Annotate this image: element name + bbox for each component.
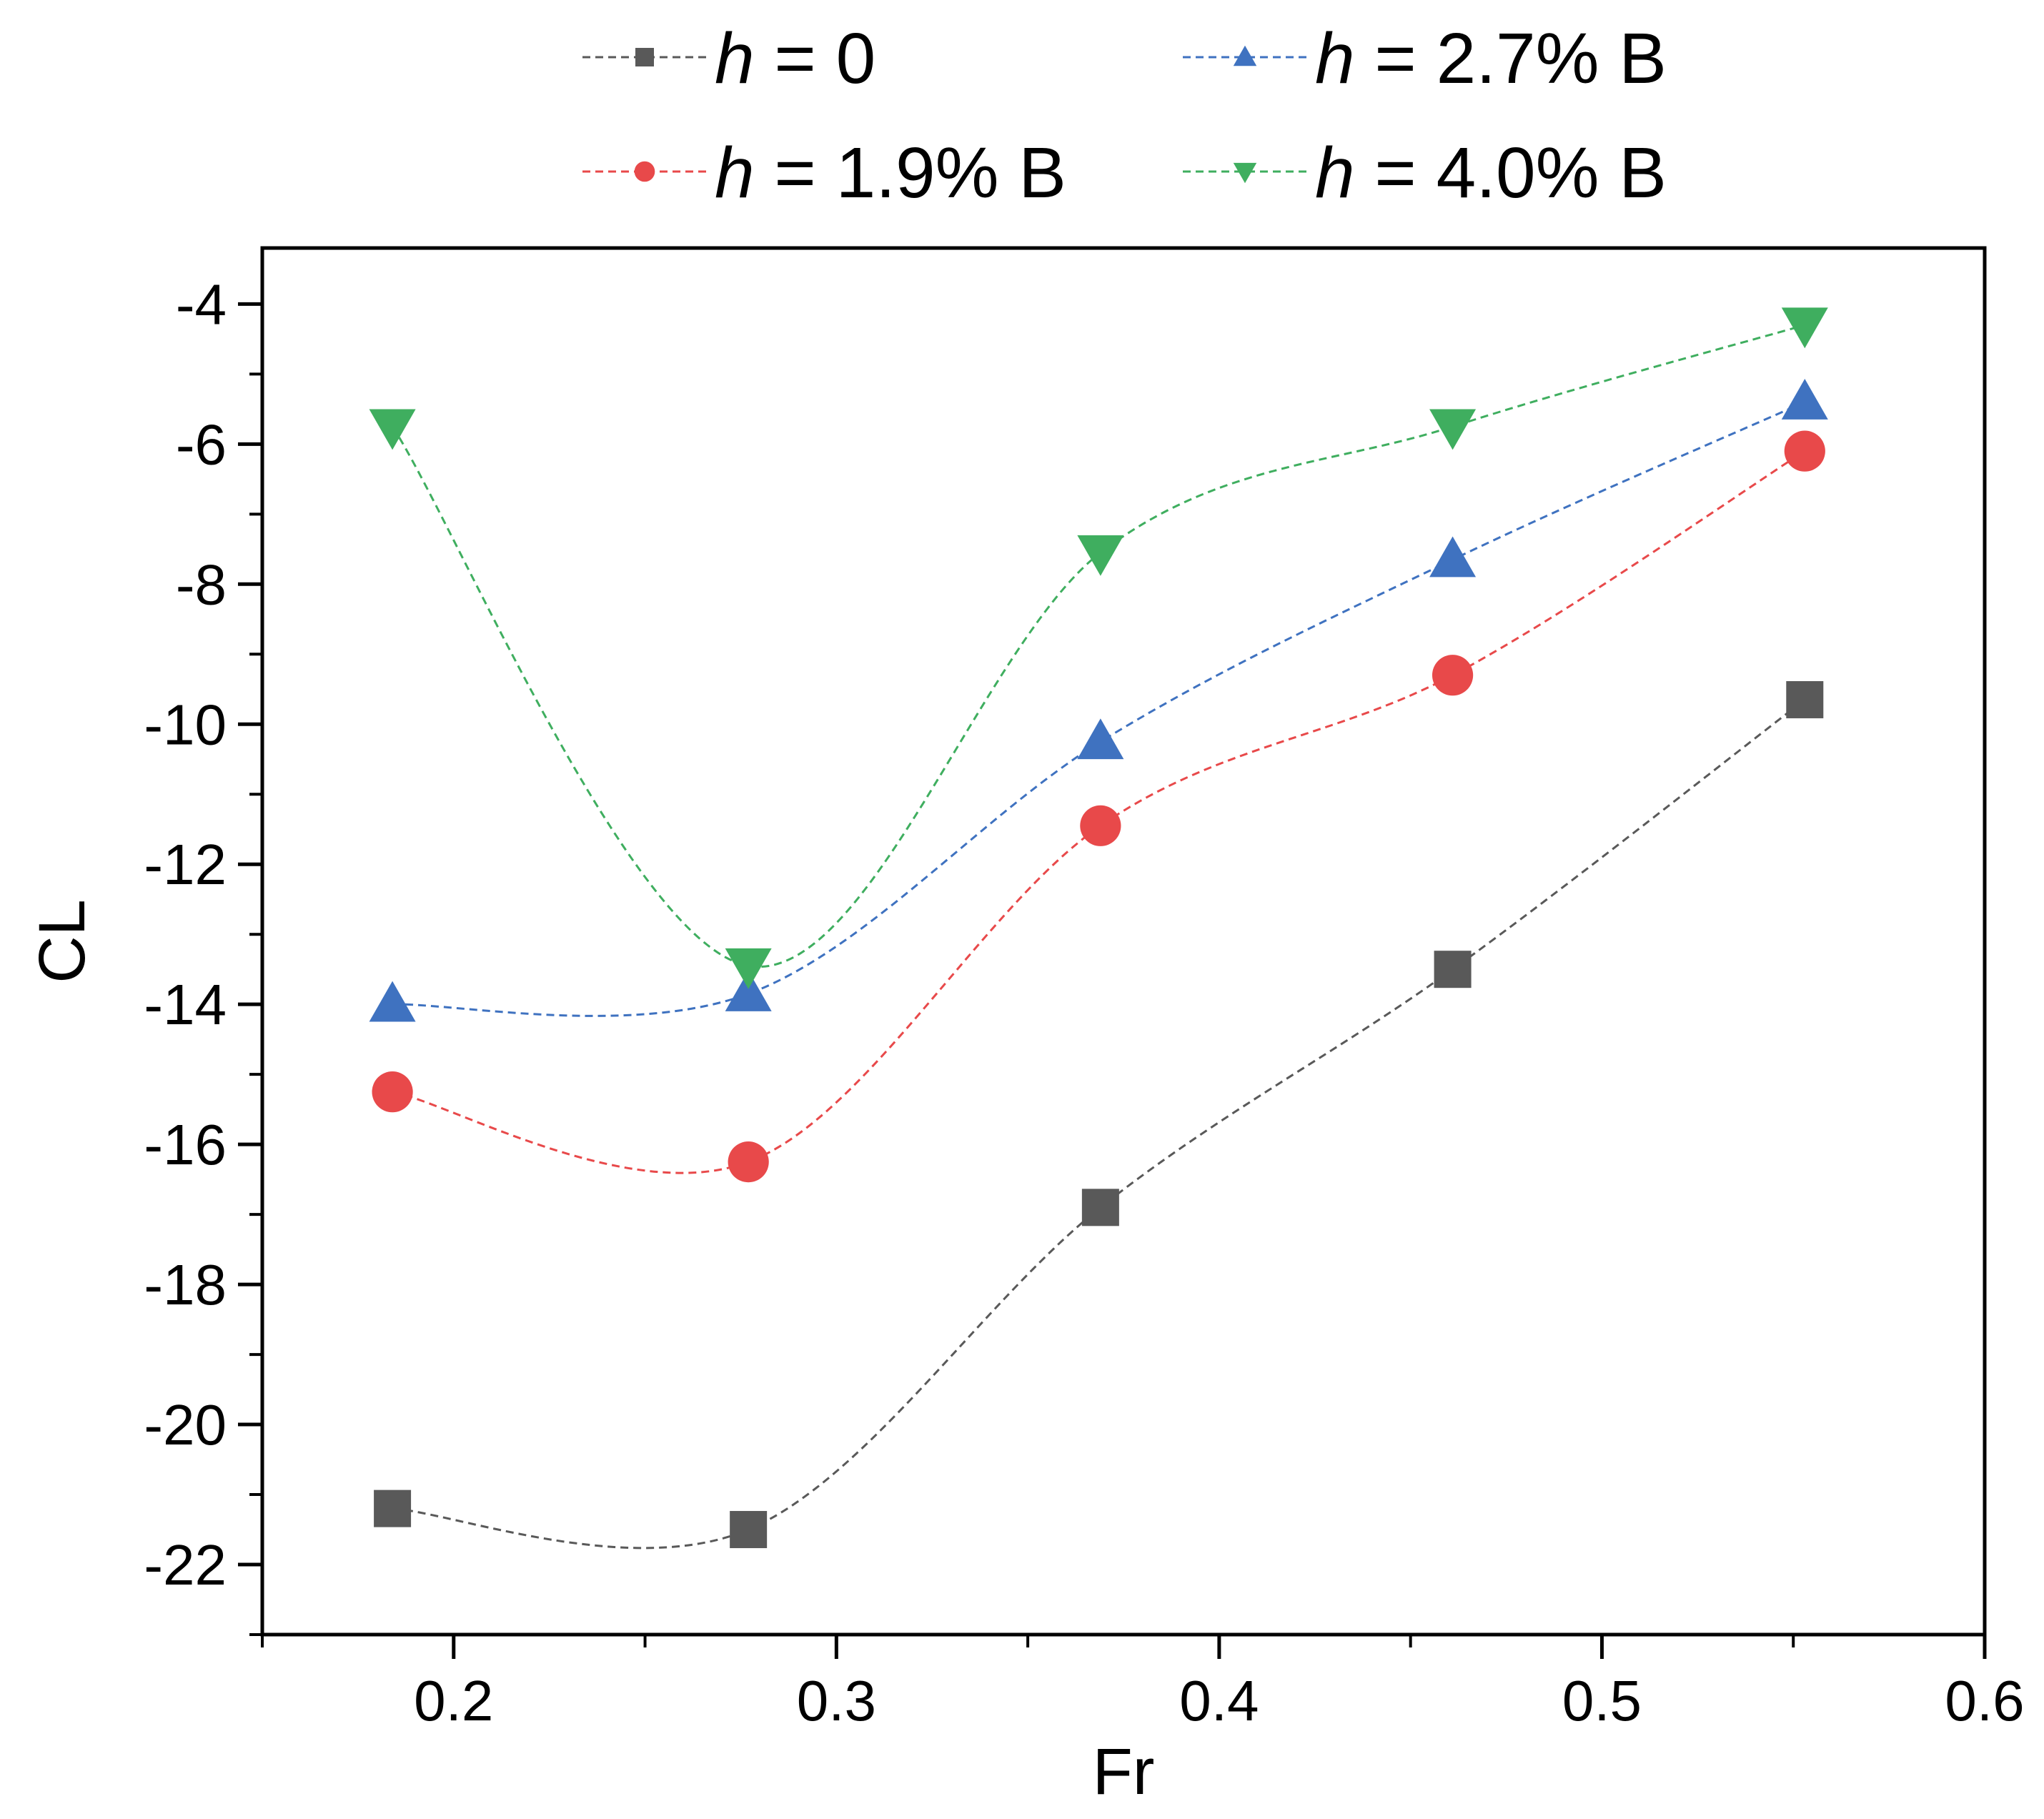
legend-label: h = 0 bbox=[715, 19, 875, 99]
legend-label-value: = 4.0% B bbox=[1355, 133, 1667, 213]
data-point bbox=[1434, 951, 1472, 988]
series-curves bbox=[391, 324, 1806, 1550]
y-tick-label: -8 bbox=[176, 552, 227, 616]
data-point bbox=[728, 1141, 769, 1183]
data-point bbox=[725, 970, 772, 1011]
y-tick-label: -4 bbox=[176, 272, 227, 336]
series-line bbox=[392, 401, 1805, 1017]
y-tick-label: -16 bbox=[144, 1113, 227, 1176]
data-point bbox=[1429, 536, 1477, 578]
y-tick-label: -10 bbox=[144, 693, 227, 756]
series-line bbox=[391, 324, 1805, 968]
legend-marker bbox=[635, 48, 654, 66]
data-point bbox=[1781, 379, 1828, 420]
x-tick-label: 0.4 bbox=[1179, 1669, 1259, 1733]
x-axis-title: Fr bbox=[1093, 1735, 1155, 1808]
legend-marker bbox=[1233, 45, 1257, 66]
legend-marker bbox=[1233, 162, 1257, 184]
data-point bbox=[1429, 409, 1477, 450]
legend-label-variable: h bbox=[715, 19, 755, 99]
data-point bbox=[369, 981, 416, 1022]
data-point bbox=[1080, 805, 1121, 846]
data-point bbox=[1781, 307, 1828, 349]
series-line bbox=[392, 450, 1806, 1174]
y-axis-title: CL bbox=[26, 899, 99, 983]
plot-area-frame bbox=[260, 246, 1987, 1637]
y-tick-label: -22 bbox=[144, 1533, 227, 1597]
legend-label: h = 2.7% B bbox=[1315, 19, 1667, 99]
legend-label-value: = 0 bbox=[755, 19, 876, 99]
data-point bbox=[1081, 1189, 1119, 1226]
legend-marker bbox=[634, 161, 655, 182]
y-tick-label: -12 bbox=[144, 833, 227, 896]
data-point bbox=[1432, 655, 1474, 696]
legend-label: h = 1.9% B bbox=[715, 133, 1066, 213]
legend-label-variable: h bbox=[1315, 19, 1355, 99]
data-point bbox=[1786, 680, 1824, 718]
x-tick-label: 0.3 bbox=[797, 1669, 876, 1733]
x-axis: 0.2 0.3 0.4 0.5 0.6 bbox=[261, 1635, 2025, 1733]
data-point bbox=[725, 948, 772, 989]
legend-label-variable: h bbox=[1315, 133, 1355, 213]
y-tick-label: -14 bbox=[144, 973, 227, 1036]
series-markers bbox=[369, 307, 1828, 1549]
legend: h = 0h = 1.9% Bh = 2.7% Bh = 4.0% B bbox=[582, 19, 1667, 213]
legend-label-variable: h bbox=[715, 133, 755, 213]
legend-label: h = 4.0% B bbox=[1315, 133, 1667, 213]
data-point bbox=[372, 1071, 413, 1113]
data-point bbox=[1784, 430, 1825, 472]
x-tick-label: 0.6 bbox=[1945, 1669, 2024, 1733]
y-tick-label: -20 bbox=[144, 1393, 227, 1457]
legend-entry: h = 0 bbox=[582, 19, 875, 99]
data-point bbox=[1077, 718, 1124, 760]
legend-entry: h = 1.9% B bbox=[582, 133, 1066, 213]
data-point bbox=[369, 409, 416, 450]
legend-entry: h = 2.7% B bbox=[1183, 19, 1667, 99]
y-axis: -4 -6 -8 -10 -12 -14 -16 -18 -20 -22 bbox=[144, 272, 262, 1636]
legend-label-value: = 1.9% B bbox=[755, 133, 1066, 213]
y-tick-label: -6 bbox=[176, 412, 227, 476]
x-tick-label: 0.5 bbox=[1562, 1669, 1642, 1733]
data-point bbox=[730, 1511, 768, 1549]
x-tick-label: 0.2 bbox=[414, 1669, 493, 1733]
y-tick-label: -18 bbox=[144, 1253, 227, 1317]
data-point bbox=[1077, 535, 1124, 576]
data-point bbox=[374, 1490, 412, 1527]
legend-label-value: = 2.7% B bbox=[1355, 19, 1667, 99]
legend-entry: h = 4.0% B bbox=[1183, 133, 1667, 213]
